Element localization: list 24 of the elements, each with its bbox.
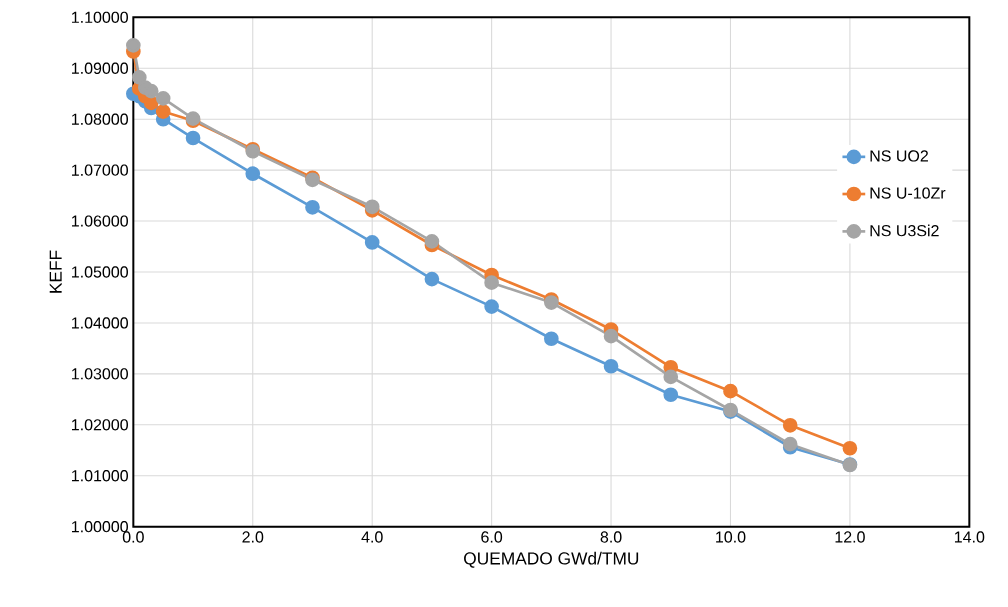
y-tick-label: 1.02000 bbox=[72, 419, 128, 431]
y-tick-label: 1.05000 bbox=[72, 266, 128, 278]
y-tick-label: 1.09000 bbox=[72, 62, 128, 75]
x-axis-title: QUEMADO GWd/TMU bbox=[464, 552, 639, 568]
x-tick-label: 12.0 bbox=[835, 531, 865, 543]
x-tick-label: 4.0 bbox=[361, 531, 383, 543]
y-tick-label: 1.07000 bbox=[72, 164, 128, 176]
y-tick-label: 1.00000 bbox=[72, 521, 128, 533]
x-tick-label: 10.0 bbox=[716, 531, 746, 543]
x-tick-label: 2.0 bbox=[242, 531, 264, 543]
y-tick-label: 1.08000 bbox=[72, 113, 128, 126]
legend-label: NS U3Si2 bbox=[870, 224, 939, 237]
legend-label: NS UO2 bbox=[870, 150, 928, 162]
y-tick-label: 1.04000 bbox=[72, 317, 128, 329]
x-tick-label: 0.0 bbox=[122, 531, 144, 543]
y-tick-label: 1.06000 bbox=[72, 215, 128, 227]
x-tick-label: 8.0 bbox=[600, 531, 622, 543]
y-tick-label: 1.01000 bbox=[72, 470, 128, 482]
x-tick-label: 14.0 bbox=[954, 531, 985, 543]
y-axis-title: KEFF bbox=[49, 250, 62, 293]
x-tick-label: 6.0 bbox=[481, 531, 503, 543]
legend-label: NS U-10Zr bbox=[870, 187, 946, 199]
y-tick-label: 1.10000 bbox=[72, 11, 128, 24]
y-tick-label: 1.03000 bbox=[72, 368, 128, 380]
